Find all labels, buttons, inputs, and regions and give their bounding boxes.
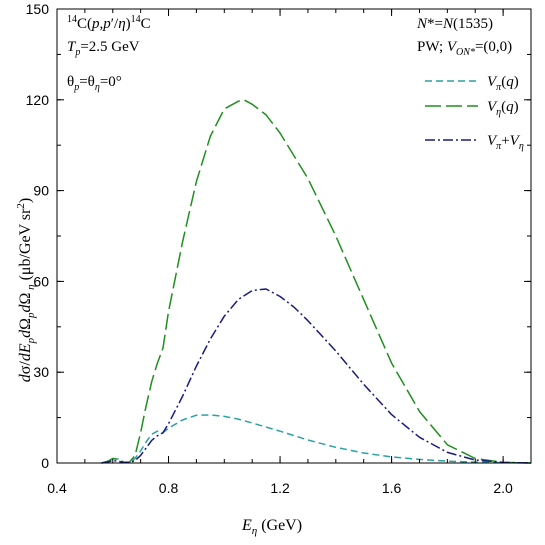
x-tick-label: 0.8 [159, 480, 179, 496]
y-tick-label: 120 [26, 92, 50, 108]
model-label: PW; VON*=(0,0) [417, 39, 512, 58]
y-tick-label: 30 [33, 364, 49, 380]
legend-label-vsum: Vπ+Vη [487, 133, 524, 152]
axis-ticks: 0.4 0.8 1.2 1.6 2.0 0 30 60 90 120 150 [26, 1, 532, 496]
plot-frame [56, 8, 532, 464]
series-line-0 [101, 414, 532, 464]
beam-energy-label: Tp=2.5 GeV [67, 39, 140, 58]
y-tick-label: 60 [33, 273, 49, 289]
y-axis-title: dσ/dEpdΩpdΩ η (μb/GeV sr2) [15, 198, 37, 383]
legend-label-veta: Vη(q) [487, 99, 519, 118]
x-axis-title: Eη (GeV) [241, 517, 302, 537]
y-tick-label: 0 [41, 455, 49, 471]
x-tick-label: 1.2 [270, 480, 290, 496]
legend-label-vpi: Vπ(q) [487, 74, 519, 93]
reaction-label: 14C(p,p′/η)14C [67, 14, 151, 32]
x-tick-label: 2.0 [493, 480, 513, 496]
x-tick-label: 0.4 [47, 480, 67, 496]
series-line-2 [101, 288, 532, 464]
series-line-1 [101, 99, 532, 464]
resonance-label: N*=N(1535) [416, 16, 493, 32]
curves [101, 99, 532, 464]
legend: Vπ(q) Vη(q) Vπ+Vη [425, 74, 524, 152]
y-tick-label: 150 [26, 1, 50, 17]
angles-label: θp=θη=0° [67, 74, 122, 93]
x-tick-label: 1.6 [382, 480, 402, 496]
y-tick-label: 90 [33, 183, 49, 199]
